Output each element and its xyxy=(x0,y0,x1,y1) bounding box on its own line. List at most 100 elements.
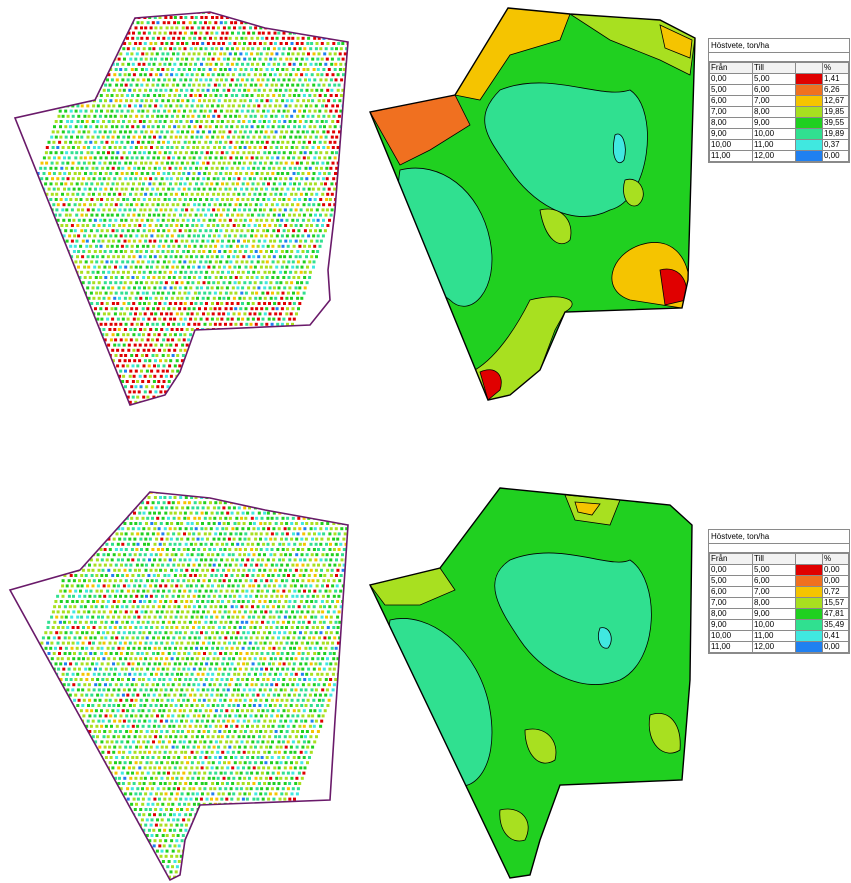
header-to: Till xyxy=(752,553,796,565)
percent-value: 1,41 xyxy=(822,73,849,85)
range-from: 0,00 xyxy=(709,73,753,85)
percent-value: 0,41 xyxy=(822,630,849,642)
legend-title: Höstvete, ton/ha xyxy=(709,530,849,544)
range-to: 6,00 xyxy=(752,575,796,587)
legend-row: 10,00 11,00 0,37 xyxy=(709,139,849,151)
legend-row: 9,00 10,00 35,49 xyxy=(709,619,849,631)
range-to: 5,00 xyxy=(752,73,796,85)
legend-table: Från Till % 0,00 5,00 0,00 5,00 6,00 0,00 6,00… xyxy=(709,553,849,653)
range-to: 10,00 xyxy=(752,128,796,140)
field-boundary-top-left xyxy=(13,11,349,406)
percent-value: 15,57 xyxy=(822,597,849,609)
range-to: 7,00 xyxy=(752,586,796,598)
header-from: Från xyxy=(709,553,753,565)
range-to: 11,00 xyxy=(752,630,796,642)
percent-value: 0,00 xyxy=(822,641,849,653)
color-swatch xyxy=(795,586,823,598)
percent-value: 39,55 xyxy=(822,117,849,129)
contour-yield-map-bottom xyxy=(368,487,693,879)
range-to: 12,00 xyxy=(752,641,796,653)
legend-row: 6,00 7,00 0,72 xyxy=(709,586,849,598)
header-to: Till xyxy=(752,62,796,74)
range-from: 9,00 xyxy=(709,619,753,631)
range-from: 5,00 xyxy=(709,84,753,96)
header-color xyxy=(795,553,823,565)
legend-row: 0,00 5,00 0,00 xyxy=(709,564,849,576)
color-swatch xyxy=(795,139,823,151)
color-swatch xyxy=(795,95,823,107)
legend-row: 5,00 6,00 0,00 xyxy=(709,575,849,587)
range-from: 8,00 xyxy=(709,117,753,129)
legend-bottom: Höstvete, ton/ha Från Till % 0,00 5,00 0,0… xyxy=(708,529,850,654)
percent-value: 47,81 xyxy=(822,608,849,620)
field-boundary-bottom-right xyxy=(368,487,693,879)
range-to: 8,00 xyxy=(752,106,796,118)
percent-value: 12,67 xyxy=(822,95,849,107)
range-from: 7,00 xyxy=(709,597,753,609)
legend-row: 7,00 8,00 19,85 xyxy=(709,106,849,118)
range-to: 8,00 xyxy=(752,597,796,609)
point-yield-map-top xyxy=(13,11,349,406)
contour-yield-map-top xyxy=(369,7,696,401)
range-from: 9,00 xyxy=(709,128,753,140)
legend-row: 11,00 12,00 0,00 xyxy=(709,641,849,653)
legend-row: 8,00 9,00 47,81 xyxy=(709,608,849,620)
header-percent: % xyxy=(822,62,849,74)
legend-row: 5,00 6,00 6,26 xyxy=(709,84,849,96)
percent-value: 0,72 xyxy=(822,586,849,598)
color-swatch xyxy=(795,84,823,96)
legend-row: 6,00 7,00 12,67 xyxy=(709,95,849,107)
yield-dots-top xyxy=(15,12,348,404)
range-to: 9,00 xyxy=(752,117,796,129)
color-swatch xyxy=(795,575,823,587)
range-to: 7,00 xyxy=(752,95,796,107)
legend-row: 11,00 12,00 0,00 xyxy=(709,150,849,162)
range-from: 7,00 xyxy=(709,106,753,118)
color-swatch xyxy=(795,641,823,653)
legend-table: Från Till % 0,00 5,00 1,41 5,00 6,00 6,26 6,00… xyxy=(709,62,849,162)
color-swatch xyxy=(795,106,823,118)
legend-row: 9,00 10,00 19,89 xyxy=(709,128,849,140)
range-from: 5,00 xyxy=(709,575,753,587)
color-swatch xyxy=(795,73,823,85)
range-from: 10,00 xyxy=(709,630,753,642)
percent-value: 6,26 xyxy=(822,84,849,96)
percent-value: 35,49 xyxy=(822,619,849,631)
color-swatch xyxy=(795,597,823,609)
color-swatch xyxy=(795,564,823,576)
color-swatch xyxy=(795,619,823,631)
color-swatch xyxy=(795,150,823,162)
percent-value: 0,00 xyxy=(822,575,849,587)
percent-value: 0,00 xyxy=(822,150,849,162)
legend-row: 7,00 8,00 15,57 xyxy=(709,597,849,609)
percent-value: 0,37 xyxy=(822,139,849,151)
range-from: 6,00 xyxy=(709,95,753,107)
range-to: 5,00 xyxy=(752,564,796,576)
legend-row: 10,00 11,00 0,41 xyxy=(709,630,849,642)
field-boundary-top-right xyxy=(369,7,696,401)
legend-row: 0,00 5,00 1,41 xyxy=(709,73,849,85)
legend-row: 8,00 9,00 39,55 xyxy=(709,117,849,129)
header-percent: % xyxy=(822,553,849,565)
range-from: 0,00 xyxy=(709,564,753,576)
color-swatch xyxy=(795,117,823,129)
range-to: 6,00 xyxy=(752,84,796,96)
header-from: Från xyxy=(709,62,753,74)
range-from: 10,00 xyxy=(709,139,753,151)
range-from: 6,00 xyxy=(709,586,753,598)
range-to: 11,00 xyxy=(752,139,796,151)
color-swatch xyxy=(795,608,823,620)
field-boundary-bottom-left xyxy=(8,491,349,882)
legend-top: Höstvete, ton/ha Från Till % 0,00 5,00 1,4… xyxy=(708,38,850,163)
legend-title: Höstvete, ton/ha xyxy=(709,39,849,53)
range-to: 9,00 xyxy=(752,608,796,620)
range-from: 11,00 xyxy=(709,150,753,162)
range-to: 12,00 xyxy=(752,150,796,162)
point-yield-map-bottom xyxy=(8,491,349,882)
percent-value: 0,00 xyxy=(822,564,849,576)
range-to: 10,00 xyxy=(752,619,796,631)
color-swatch xyxy=(795,128,823,140)
percent-value: 19,85 xyxy=(822,106,849,118)
percent-value: 19,89 xyxy=(822,128,849,140)
color-swatch xyxy=(795,630,823,642)
